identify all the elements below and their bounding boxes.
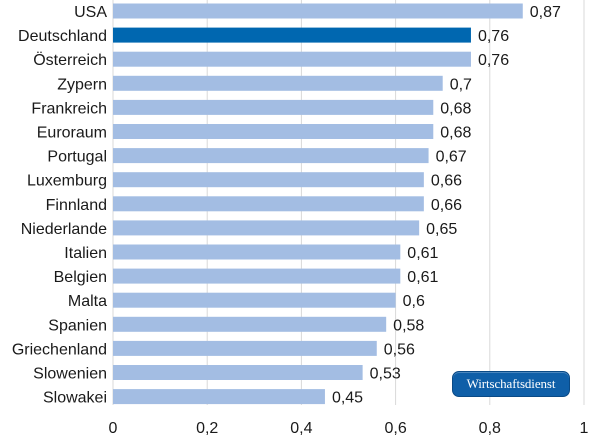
value-label: 0,66: [431, 173, 462, 190]
bar-usa: [113, 3, 523, 19]
category-label: Luxemburg: [27, 173, 107, 190]
bar-slowenien: [113, 365, 363, 380]
value-label: 0,61: [407, 245, 438, 262]
value-label: 0,76: [478, 28, 509, 45]
x-tick-label: 1: [580, 420, 589, 437]
x-tick-label: 0: [109, 420, 118, 437]
bar-niederlande: [113, 220, 420, 236]
bar-deutschland: [113, 27, 471, 43]
value-label: 0,58: [393, 317, 424, 334]
value-labels: 0,87 0,76 0,76 0,7 0,68 0,68 0,67 0,66 0,66 0,65 0…: [332, 4, 561, 407]
bar-portugal: [113, 148, 429, 164]
category-label: Italien: [64, 245, 107, 262]
value-label: 0,87: [530, 4, 561, 21]
category-label: Niederlande: [21, 221, 107, 238]
value-label: 0,65: [426, 221, 457, 238]
category-label: Portugal: [47, 149, 107, 166]
bar-slowakei: [113, 389, 325, 405]
value-label: 0,6: [403, 293, 425, 310]
bar-frankreich: [113, 99, 434, 115]
value-label: 0,53: [370, 366, 401, 383]
category-label: USA: [74, 4, 107, 21]
category-label: Euroraum: [37, 125, 107, 142]
category-label: Frankreich: [31, 100, 107, 117]
bar-italien: [113, 244, 401, 260]
wirtschaftsdienst-logo: Wirtschaftsdienst: [452, 371, 570, 397]
value-label: 0,68: [440, 125, 471, 142]
bars: [113, 3, 523, 405]
category-label: Slowakei: [43, 390, 107, 407]
category-label: Slowenien: [33, 366, 107, 383]
value-label: 0,68: [440, 100, 471, 117]
value-label: 0,56: [384, 341, 415, 358]
bar-euroraum: [113, 124, 434, 139]
category-label: Spanien: [48, 317, 107, 334]
category-label: Zypern: [57, 76, 107, 93]
x-tick-label: 0,2: [196, 420, 218, 437]
bar-luxemburg: [113, 172, 424, 188]
category-labels: USA Deutschland Österreich Zypern Frankreich…: [12, 4, 107, 407]
x-tick-label: 0,6: [384, 420, 406, 437]
x-tick-label: 0,4: [290, 420, 312, 437]
category-label: Finnland: [46, 197, 107, 214]
value-label: 0,76: [478, 52, 509, 69]
x-tick-label: 0,8: [479, 420, 501, 437]
value-label: 0,7: [450, 76, 472, 93]
value-label: 0,61: [407, 269, 438, 286]
bar-finnland: [113, 196, 424, 212]
category-label: Österreich: [33, 51, 107, 69]
bar-österreich: [113, 51, 471, 67]
x-axis-ticks: 0 0,2 0,4 0,6 0,8 1: [109, 420, 589, 437]
value-label: 0,66: [431, 197, 462, 214]
category-label: Belgien: [54, 269, 107, 286]
bar-spanien: [113, 316, 387, 332]
category-label: Deutschland: [18, 28, 107, 45]
category-label: Griechenland: [12, 341, 107, 358]
category-label: Malta: [68, 293, 107, 310]
bar-malta: [113, 292, 396, 308]
bar-belgien: [113, 268, 401, 284]
bar-zypern: [113, 75, 443, 91]
value-label: 0,45: [332, 390, 363, 407]
bar-griechenland: [113, 340, 377, 356]
value-label: 0,67: [436, 149, 467, 166]
